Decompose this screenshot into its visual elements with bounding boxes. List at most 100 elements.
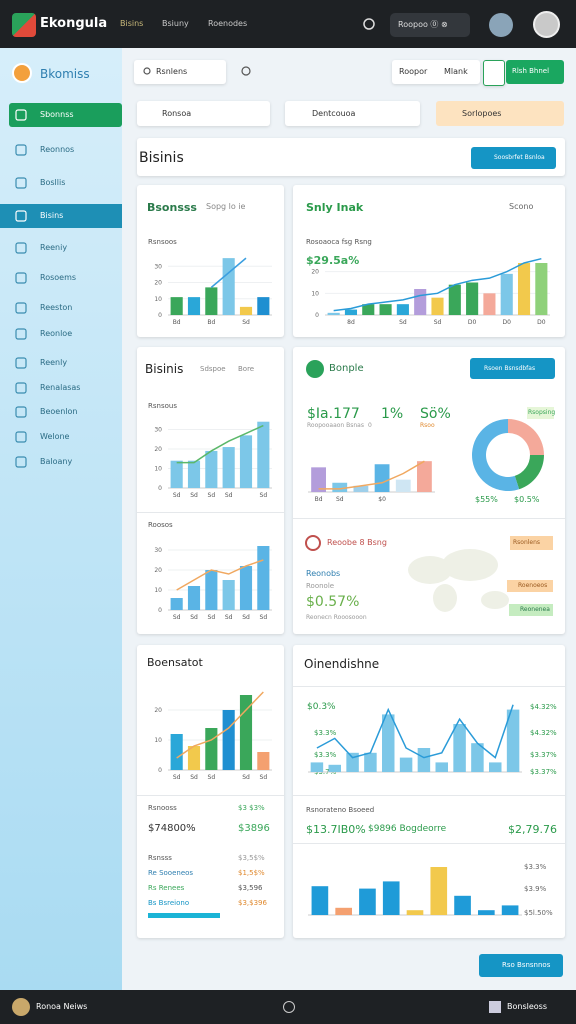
primary-button[interactable] [506,60,564,84]
divider [293,795,565,796]
logo: Ekongula [40,16,108,31]
sidebar-item: Bosllis [40,178,66,187]
nav-item[interactable]: Bsiuny [162,19,189,28]
panel-button[interactable] [470,358,555,379]
donut-label: $0.5% [514,495,540,504]
sidebar-item: Baloany [40,457,73,466]
donut-label: $55% [475,495,498,504]
logo-icon [12,13,36,37]
avatar[interactable] [489,13,513,37]
badge [507,580,553,592]
row-value: $3896 [238,823,270,834]
panel-label: Rsnsous [148,401,177,410]
nav-item[interactable]: Bisins [120,19,144,28]
section-button-text: Soosbrfet Bsnloa [494,154,545,161]
row-label: Bs Bsreiono [148,898,190,907]
icon-button[interactable] [483,60,505,86]
row-value: $3,5$% [238,853,265,862]
footer-icon [489,1001,501,1013]
search-text: Roopoo ⓪ ⊗ [398,20,448,29]
panel-value: $29.5a% [306,253,360,267]
badge [527,407,554,419]
stat: Sö% [420,406,451,422]
map-value: $0.57% [306,594,360,610]
avatar[interactable] [533,11,560,38]
stat-label: Roopooaaon Bsnas [307,422,364,429]
sidebar-item: Sbonnss [40,110,74,119]
search-pill[interactable] [390,13,470,37]
stat: 1% [381,406,404,422]
search-icon[interactable] [241,66,251,76]
row-value: $3 $3% [238,803,265,812]
sidebar-item: Reonloe [40,329,73,338]
map-title: Reoobe 8 Bsng [327,538,387,547]
axis-label: $4.32% [530,702,557,711]
axis-label: $3.9% [524,884,547,893]
panel [293,645,565,938]
sidebar-item: Beoenlon [40,407,78,416]
badge-text: Rsopsing [528,409,556,416]
action-button[interactable] [479,954,563,977]
sidebar-item: Welone [40,432,70,441]
panel-subtitle: Rsnorateno Bsoeed [306,805,375,814]
sidebar-item: Rosoems [40,273,77,282]
row-label: Rsnsss [148,853,172,862]
tab: Sdspoe [200,364,226,373]
section-button[interactable] [471,147,556,169]
stat-label: Rsoo [420,422,435,429]
footer-user[interactable]: Ronoa Neiws [36,1002,88,1011]
footer-avatar [12,998,30,1016]
action-text: Rso Bsnsnnos [502,961,551,969]
panel-title: Snly Inak [306,200,364,214]
brand: Bkomiss [40,67,90,81]
filter[interactable] [137,101,270,126]
badge [509,604,553,616]
top-bar [0,0,576,48]
row-label: Re Sooeneos [148,868,194,877]
brand-icon [12,63,32,83]
panel-label: Roosos [148,520,173,529]
filter-text: Sorlopoes [462,109,502,118]
tag: Roenoeos [518,582,548,589]
panel [137,347,284,634]
panel-title: Boensatot [147,655,203,669]
panel-title: Bsonsss [147,200,197,214]
nav-item[interactable]: Roenodes [208,19,248,28]
panel [137,645,284,938]
axis-label: $5l.50% [524,908,553,917]
divider [293,843,565,844]
divider [137,795,284,796]
active-item[interactable] [9,103,122,127]
sidebar [0,48,122,990]
panel-label: Rosoaoca fsg Rsng [306,237,372,246]
badge [510,536,553,550]
panel-title: Oinendishne [304,657,380,671]
button[interactable]: Roopor [399,67,428,76]
filter[interactable] [436,101,564,126]
button[interactable]: Mlank [444,67,468,76]
axis-label: $0.3% [307,701,336,712]
panel-subtitle: Sopg lo ie [206,202,246,211]
footer-right[interactable]: Bonsleoss [507,1002,547,1011]
axis-label: $3.37% [530,767,557,776]
sidebar-item: Renalasas [40,383,81,392]
dropdown: Scono [509,202,534,211]
axis-label: $3.3% [524,862,547,871]
icon [306,360,324,378]
sidebar-item: Reenly [40,358,68,367]
sidebar-item: Reeston [40,303,73,312]
panel-label: Rsnsoos [148,237,177,246]
sidebar-item: Reeniy [40,243,68,252]
row-value: $3,$396 [238,898,267,907]
row-value: $3,596 [238,883,263,892]
icon [305,535,321,551]
filter-text: Ronsoa [162,109,192,118]
stat: $Ia.177 [307,406,360,422]
section-title: Bisinis [139,150,184,166]
filter[interactable] [285,101,420,126]
row-label: Rs Renees [148,883,185,892]
stat-label: 0 [368,422,372,429]
stat: $2,79.76 [508,822,557,836]
stat: $13.7IB0% [306,822,366,836]
